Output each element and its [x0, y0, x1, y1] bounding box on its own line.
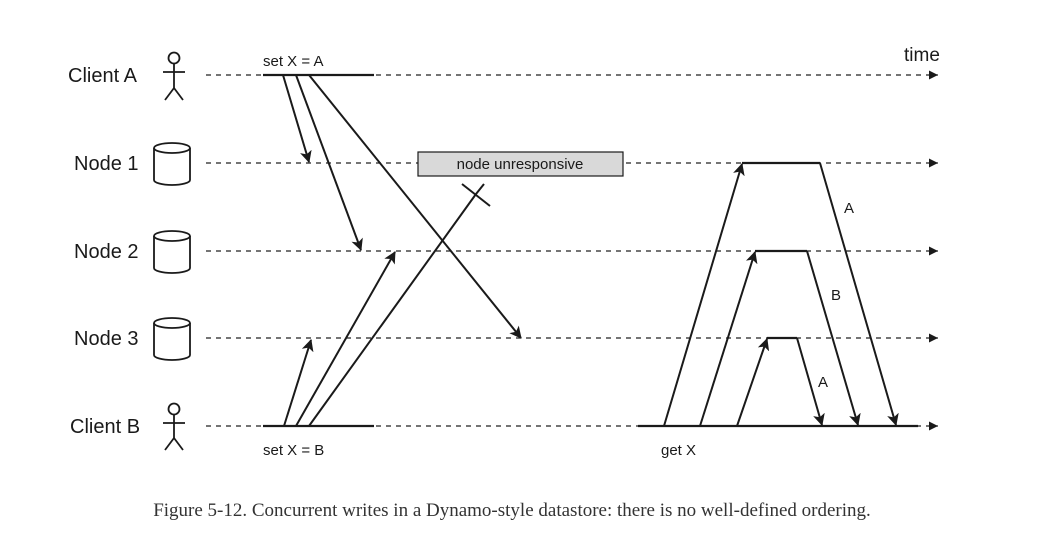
- client-b-label: Client B: [70, 416, 140, 438]
- node-3-database-icon: [153, 317, 191, 361]
- client-a-label: Client A: [68, 65, 138, 87]
- write-b-to-node-1-lost: [308, 193, 477, 427]
- figure-caption: Figure 5-12. Concurrent writes in a Dyna…: [153, 500, 871, 521]
- response-node-2-value: B: [831, 287, 841, 304]
- set-x-a-label: set X = A: [263, 53, 323, 70]
- read-request-node-2: [699, 251, 758, 427]
- client-b-person-icon: [163, 402, 185, 451]
- read-request-node-1: [663, 163, 745, 427]
- time-axis-label: time: [904, 45, 940, 66]
- write-a-to-node-1: [282, 74, 312, 163]
- node-1-label: Node 1: [74, 153, 139, 175]
- node-unresponsive-box: [417, 151, 624, 177]
- get-x-label: get X: [661, 442, 696, 459]
- node-2-label: Node 2: [74, 241, 139, 263]
- write-a-to-node-2: [295, 74, 363, 251]
- node-unresponsive-label: node unresponsive: [457, 156, 584, 173]
- message-lost-cross-icon: [461, 183, 491, 207]
- read-response-node-3: [796, 337, 825, 426]
- read-response-node-2: [806, 250, 861, 426]
- node-2-database-icon: [153, 230, 191, 274]
- response-node-1-value: A: [844, 200, 854, 217]
- read-request-node-3: [736, 338, 770, 427]
- response-node-3-value: A: [818, 374, 828, 391]
- write-b-to-node-3: [283, 339, 314, 427]
- node-3-label: Node 3: [74, 328, 139, 350]
- write-b-to-node-2: [295, 251, 396, 427]
- write-a-to-node-3: [308, 74, 522, 339]
- read-response-node-1: [819, 162, 899, 426]
- set-x-b-label: set X = B: [263, 442, 324, 459]
- node-1-database-icon: [153, 142, 191, 186]
- client-a-person-icon: [163, 51, 185, 101]
